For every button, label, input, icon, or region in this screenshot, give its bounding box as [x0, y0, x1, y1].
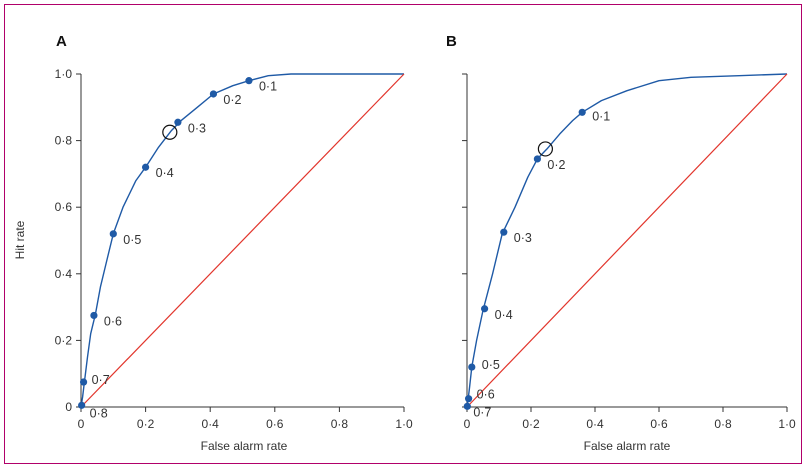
panel-b-threshold-point [463, 402, 471, 410]
panel-b-threshold-label: 0·4 [495, 308, 513, 322]
panel-a-threshold-label: 0·6 [104, 314, 122, 328]
panel-b-threshold-point [481, 305, 489, 313]
panel-a-chance-line [80, 73, 405, 408]
panel-b-letter: B [446, 33, 457, 50]
panel-b-chance-line [466, 73, 788, 408]
panel-b-optimal-point-marker [537, 141, 554, 157]
panel-b-threshold-label: 0·6 [477, 388, 495, 402]
panel-a-threshold-point [78, 401, 86, 409]
panel-a-x-tick-label: 0 [78, 417, 85, 431]
panel-b-threshold-label: 0·2 [547, 158, 565, 172]
panel-a-y-tick-label: 0·2 [55, 333, 73, 347]
panel-a-y-tick-label: 0·4 [55, 267, 73, 281]
panel-b-threshold-point [533, 155, 542, 163]
panel-b-threshold-point [465, 395, 473, 403]
panel-a-roc-curve [80, 73, 404, 408]
figure-frame [4, 4, 802, 464]
panel-a-x-tick-label: 1·0 [395, 417, 413, 431]
panel-a-y-axis-title: Hit rate [13, 220, 27, 259]
panel-b-x-tick-label: 0·4 [586, 417, 604, 431]
panel-a-threshold-label: 0·5 [123, 233, 141, 247]
panel-b-x-axis-title: False alarm rate [584, 439, 671, 453]
panel-a-x-axis-title: False alarm rate [201, 439, 288, 453]
panel-b-x-tick-label: 0·6 [650, 417, 668, 431]
panel-a-threshold-point [142, 163, 150, 171]
panel-a-threshold-point [79, 378, 88, 386]
panel-a-threshold-label: 0·1 [259, 80, 277, 94]
panel-b-threshold-point [468, 363, 476, 371]
panel-a-threshold-point [174, 118, 182, 126]
panel-a-y-tick-label: 1·0 [55, 67, 73, 81]
panel-b-threshold-label: 0·3 [514, 231, 532, 245]
panel-b-threshold-point [500, 228, 508, 236]
panel-a-optimal-point-marker [162, 124, 178, 140]
panel-b-threshold-label: 0·1 [592, 109, 610, 123]
panel-a-threshold-label: 0·4 [156, 166, 174, 180]
panel-a-x-tick-label: 0·4 [202, 417, 220, 431]
panel-b-threshold-label: 0·5 [482, 358, 500, 372]
panel-a-threshold-point [109, 230, 117, 238]
panel-b-x-tick-label: 0 [464, 417, 471, 431]
panel-b-x-tick-label: 1·0 [778, 417, 796, 431]
panel-a-y-tick-label: 0·6 [55, 200, 73, 214]
panel-a-threshold-label: 0·7 [92, 373, 110, 387]
panel-a-x-tick-label: 0·6 [266, 417, 284, 431]
panel-b-x-tick-label: 0·2 [522, 417, 540, 431]
panel-a-x-tick-label: 0·8 [331, 417, 349, 431]
panel-a-threshold-label: 0·8 [90, 406, 108, 420]
panel-b-threshold-point [578, 108, 586, 116]
panel-a-x-tick-label: 0·2 [137, 417, 155, 431]
panel-a-threshold-point [90, 311, 98, 320]
panel-b-threshold-label: 0·7 [473, 405, 491, 419]
panel-a-y-tick-label: 0·8 [55, 134, 73, 148]
panel-b-x-tick-label: 0·8 [714, 417, 732, 431]
panel-a-threshold-label: 0·2 [223, 93, 241, 107]
panel-a-threshold-label: 0·3 [188, 121, 206, 135]
panel-a-y-tick-label: 0 [65, 400, 72, 414]
panel-a-letter: A [56, 33, 67, 50]
panel-a-threshold-point [245, 77, 253, 85]
panel-a-threshold-point [209, 90, 218, 98]
